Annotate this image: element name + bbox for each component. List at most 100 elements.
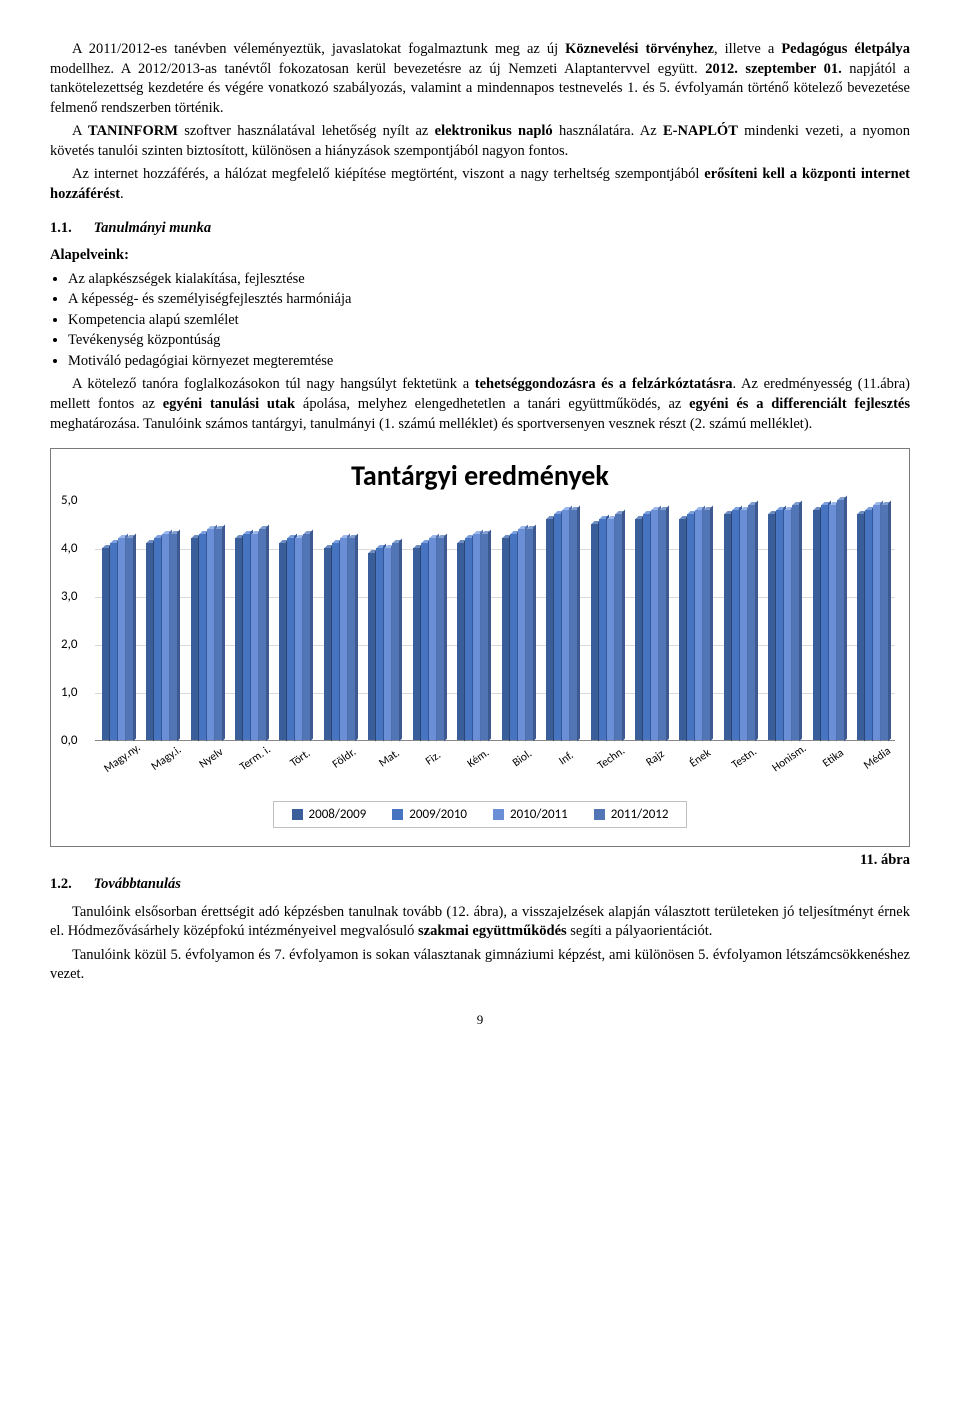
bar — [687, 514, 694, 740]
bar — [829, 505, 836, 740]
category-group — [451, 534, 495, 740]
chart-legend: 2008/2009 2009/2010 2010/2011 2011/2012 — [273, 801, 688, 829]
text: . — [120, 186, 124, 202]
list-item: Kompetencia alapú szemlélet — [68, 311, 910, 331]
section-title: Tanulmányi munka — [94, 220, 212, 236]
y-axis-tick-label: 2,0 — [61, 636, 77, 654]
bar — [837, 500, 844, 740]
x-axis-tick-label: Fiz. — [411, 740, 456, 778]
category-group — [673, 510, 717, 740]
bar — [599, 519, 606, 740]
bold-text: Köznevelési törvényhez — [565, 41, 714, 57]
bar — [570, 510, 577, 740]
paragraph-5: Tanulóink elsősorban érettségit adó képz… — [50, 903, 910, 942]
bold-text: E-NAPLÓT — [663, 123, 738, 139]
bar — [324, 548, 331, 740]
bar — [768, 514, 775, 740]
bar — [340, 538, 347, 740]
bar — [332, 543, 339, 740]
bar — [384, 548, 391, 740]
bar — [162, 534, 169, 740]
y-axis-tick-label: 0,0 — [61, 732, 77, 750]
text: , illetve a — [714, 41, 781, 57]
paragraph-2: A TANINFORM szoftver használatával lehet… — [50, 122, 910, 161]
alapelveink-label: Alapelveink: — [50, 246, 910, 266]
paragraph-1: A 2011/2012-es tanévben véleményeztük, j… — [50, 40, 910, 118]
bar — [348, 538, 355, 740]
y-axis-tick-label: 5,0 — [61, 492, 77, 510]
bar — [154, 538, 161, 740]
bar — [510, 534, 517, 740]
category-group — [806, 500, 850, 740]
category-group — [584, 514, 628, 740]
bar — [857, 514, 864, 740]
legend-item: 2008/2009 — [292, 806, 367, 824]
text: Az internet hozzáférés, a hálózat megfel… — [72, 166, 704, 182]
bar — [392, 543, 399, 740]
x-axis-tick-label: Nyelv — [189, 740, 234, 778]
legend-item: 2010/2011 — [493, 806, 568, 824]
bar — [118, 538, 125, 740]
bar — [679, 519, 686, 740]
text: szoftver használatával lehetőség nyílt a… — [178, 123, 435, 139]
x-axis-tick-label: Kém. — [456, 740, 501, 778]
bar — [287, 538, 294, 740]
bar — [199, 534, 206, 740]
legend-label: 2009/2010 — [409, 806, 467, 824]
category-group — [762, 505, 806, 740]
bar — [792, 505, 799, 740]
category-group — [317, 538, 361, 740]
bar — [881, 505, 888, 740]
x-axis-tick-label: Etika — [811, 740, 856, 778]
bar — [215, 529, 222, 740]
bar — [473, 534, 480, 740]
text: használatára. Az — [553, 123, 663, 139]
category-group — [850, 505, 894, 740]
bar — [368, 553, 375, 740]
bar — [102, 548, 109, 740]
bar — [635, 519, 642, 740]
bar — [732, 510, 739, 740]
paragraph-6: Tanulóink közül 5. évfolyamon és 7. évfo… — [50, 946, 910, 985]
section-number: 1.2. — [50, 875, 90, 895]
bar — [259, 529, 266, 740]
category-group — [495, 529, 539, 740]
bar — [776, 510, 783, 740]
bar — [703, 510, 710, 740]
bar — [191, 538, 198, 740]
bar — [303, 534, 310, 740]
text: modellhez. A 2012/2013-as tanévtől fokoz… — [50, 61, 705, 77]
x-axis-tick-label: Mat. — [367, 740, 412, 778]
category-group — [717, 505, 761, 740]
legend-label: 2011/2012 — [611, 806, 669, 824]
bar — [784, 510, 791, 740]
bold-text: Pedagógus életpálya — [781, 41, 910, 57]
list-item: Tevékenység központúság — [68, 331, 910, 351]
bar — [295, 538, 302, 740]
bar — [865, 510, 872, 740]
paragraph-4: A kötelező tanóra foglalkozásokon túl na… — [50, 375, 910, 434]
bars-row — [95, 501, 895, 741]
bold-text: egyéni és a differenciált fejlesztés — [689, 396, 910, 412]
bar — [724, 514, 731, 740]
bar — [813, 510, 820, 740]
chart-container: Tantárgyi eredmények 0,01,02,03,04,05,0M… — [50, 448, 910, 847]
bar — [170, 534, 177, 740]
category-group — [628, 510, 672, 740]
text: A kötelező tanóra foglalkozásokon túl na… — [72, 376, 475, 392]
legend-swatch — [594, 809, 605, 820]
bar — [465, 538, 472, 740]
list-item: A képesség- és személyiségfejlesztés har… — [68, 290, 910, 310]
section-1-1-heading: 1.1. Tanulmányi munka — [50, 219, 910, 239]
text: meghatározása. Tanulóink számos tantárgy… — [50, 416, 812, 432]
category-group — [362, 543, 406, 740]
x-axis-tick-label: Tört. — [278, 740, 323, 778]
bar — [643, 514, 650, 740]
page-number: 9 — [50, 1011, 910, 1029]
bold-text: egyéni tanulási utak — [163, 396, 295, 412]
bar — [615, 514, 622, 740]
bar — [518, 529, 525, 740]
category-group — [406, 538, 450, 740]
legend-swatch — [292, 809, 303, 820]
x-axis-tick-label: Biol. — [500, 740, 545, 778]
